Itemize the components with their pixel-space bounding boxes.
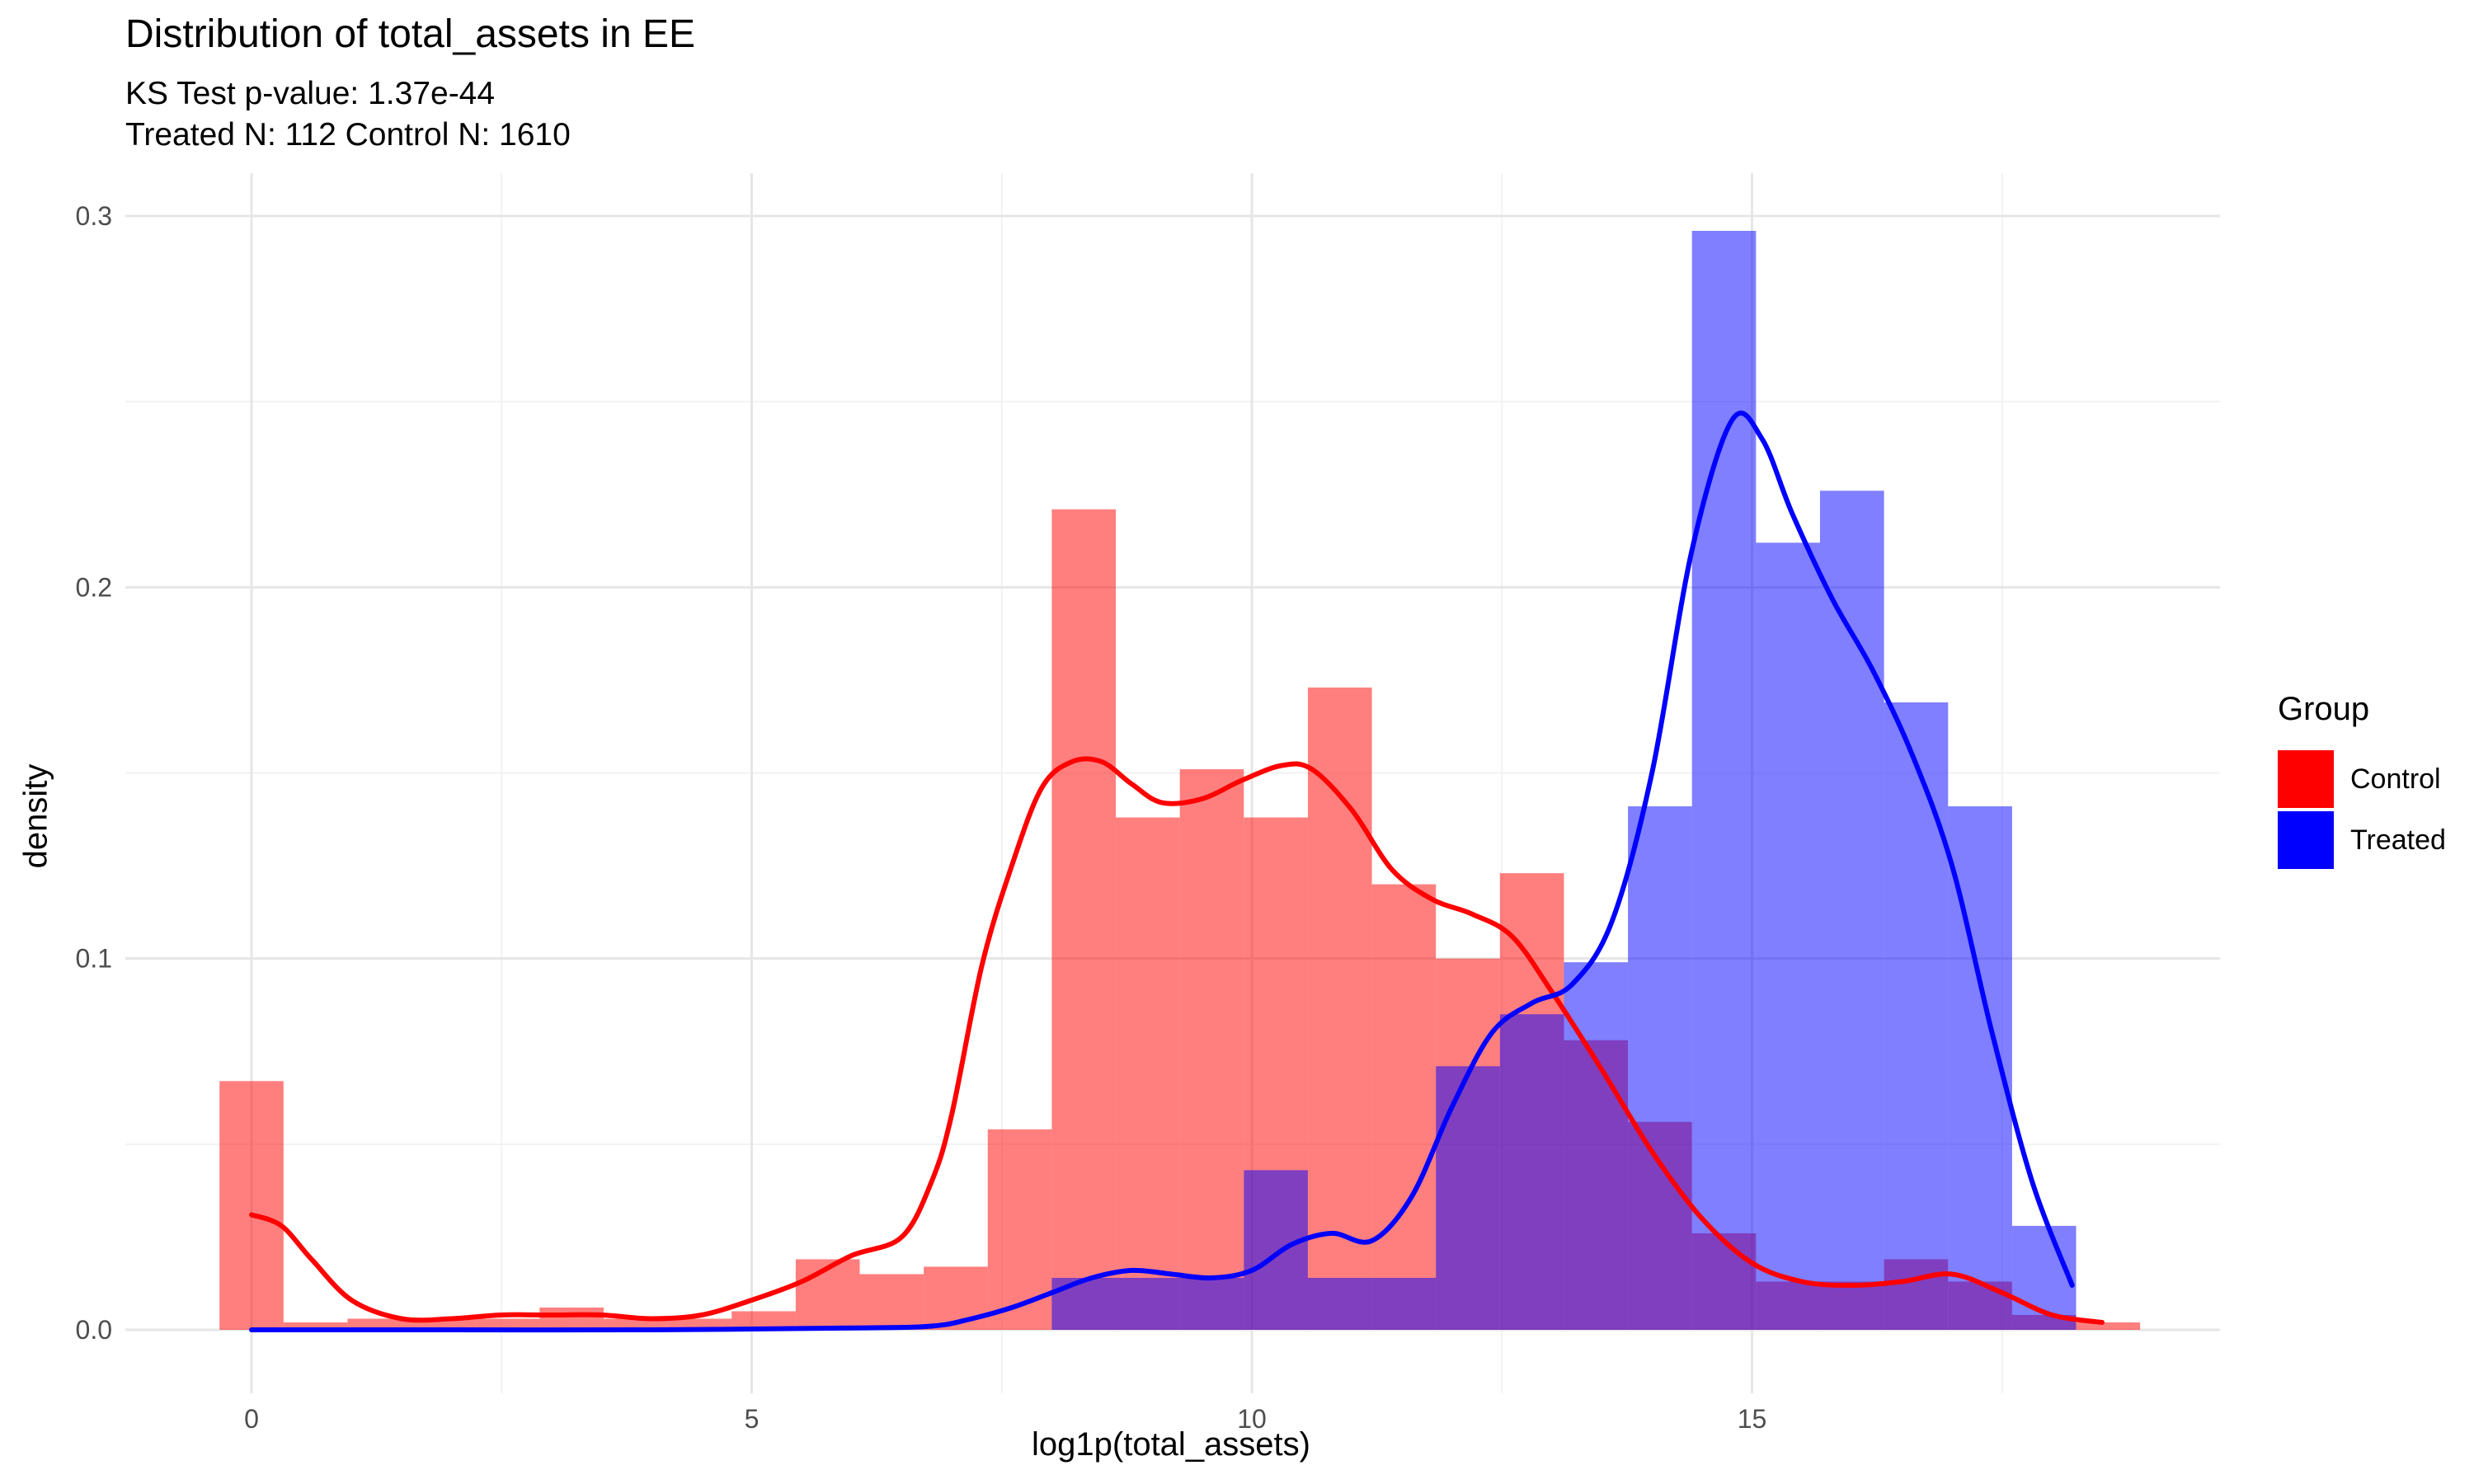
histogram-bar-treated: [1051, 1277, 1117, 1330]
legend-key-control: [2278, 750, 2334, 808]
histogram-bar-control: [1371, 884, 1437, 1330]
x-tick-label: 15: [1738, 1404, 1767, 1434]
histogram-bar-control: [1116, 817, 1180, 1330]
histogram-bar-control: [859, 1274, 924, 1330]
x-tick-label: 10: [1237, 1404, 1267, 1434]
histogram-bar-treated: [1691, 231, 1757, 1331]
histogram-bar-control: [539, 1307, 604, 1330]
y-tick-label: 0.2: [76, 572, 112, 602]
density-curve-control: [249, 756, 2105, 1325]
y-tick-label: 0.3: [76, 201, 112, 231]
histogram-bar-treated: [1436, 1066, 1500, 1330]
legend-title: Group: [2278, 691, 2370, 727]
histogram-bar-treated: [1819, 491, 1884, 1330]
histogram-bar-control: [347, 1318, 412, 1330]
histogram-bar-treated: [1371, 1277, 1437, 1330]
histogram-bar-treated: [1244, 1170, 1308, 1330]
legend-key-treated: [2278, 811, 2334, 869]
legend-label-control: Control: [2350, 763, 2441, 795]
x-axis-label: log1p(total_assets): [1032, 1426, 1310, 1463]
x-tick-label: 5: [745, 1404, 760, 1434]
chart-subtitle-ks: KS Test p-value: 1.37e-44: [125, 76, 496, 111]
x-tick-label: 0: [244, 1404, 259, 1434]
histogram-bar-control: [731, 1311, 796, 1330]
histogram-bar-treated: [1307, 1277, 1372, 1330]
chart-title: Distribution of total_assets in EE: [125, 12, 696, 56]
histogram-bar-control: [2076, 1322, 2141, 1330]
density-curve-treated: [249, 411, 2075, 1333]
histogram-bar-treated: [1628, 806, 1692, 1330]
y-axis-label: density: [17, 763, 54, 869]
histogram-bar-treated: [1884, 702, 1949, 1330]
chart-subtitle-counts: Treated N: 112 Control N: 1610: [125, 117, 571, 153]
histogram-bar-treated: [1499, 1014, 1564, 1330]
histogram-bar-control: [1179, 768, 1244, 1330]
histogram-bar-control: [283, 1322, 348, 1330]
histogram-bar-control: [1051, 509, 1117, 1330]
histogram-bar-treated: [1116, 1277, 1180, 1330]
y-tick-label: 0.1: [76, 944, 112, 974]
y-tick-label: 0.0: [76, 1315, 112, 1345]
histogram-bar-control: [795, 1259, 860, 1330]
histogram-bar-control: [475, 1318, 540, 1330]
histogram-bar-treated: [1564, 962, 1629, 1330]
histogram-bar-control: [603, 1318, 668, 1330]
histogram-bar-treated: [1179, 1277, 1244, 1330]
legend-label-treated: Treated: [2350, 824, 2446, 856]
histogram-bar-treated: [1756, 542, 1820, 1330]
histogram-bar-control: [219, 1081, 284, 1330]
histogram-bar-control: [987, 1129, 1052, 1330]
